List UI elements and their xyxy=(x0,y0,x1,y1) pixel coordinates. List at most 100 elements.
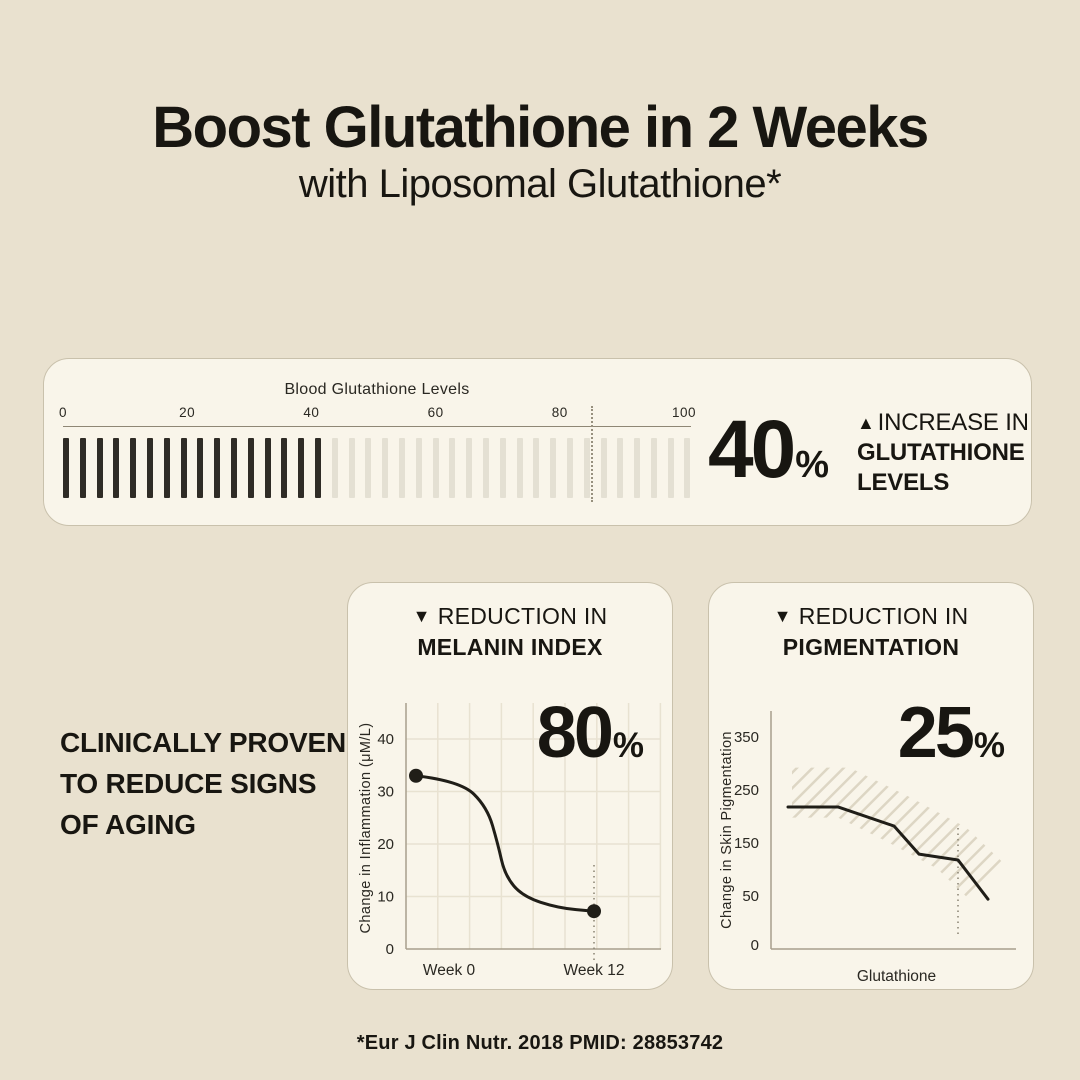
scale-bar xyxy=(314,438,321,498)
increase-stat-label: ▲ INCREASE IN GLUTATHIONE LEVELS xyxy=(857,408,1029,498)
scale-axis-line xyxy=(63,426,691,427)
scale-title: Blood Glutathione Levels xyxy=(284,381,470,398)
melanin-chart: 40 30 20 10 0 Week 0 Week 12 Change in Inflamma… xyxy=(358,703,662,979)
side-note-line2: TO REDUCE SIGNS xyxy=(60,768,317,799)
increase-stat-value: 40 xyxy=(708,404,796,495)
scale-bar xyxy=(667,438,674,498)
scale-bar xyxy=(482,438,489,498)
data-point xyxy=(409,768,423,783)
melanin-card-heading: ▼ REDUCTION IN MELANIN INDEX xyxy=(348,601,672,663)
hatch-band xyxy=(792,767,1006,901)
glutathione-scale-card: Blood Glutathione Levels 0 20 40 60 80 100 40… xyxy=(43,358,1032,526)
scale-tick-label: 20 xyxy=(179,405,196,420)
increase-label-line2: GLUTATHIONE xyxy=(857,439,1025,466)
scale-bar xyxy=(264,438,271,498)
scale-bar xyxy=(566,438,573,498)
pigment-heading-line2: PIGMENTATION xyxy=(782,634,960,660)
increase-stat-percent: % xyxy=(795,444,830,486)
y-tick-label: 30 xyxy=(377,784,394,801)
scale-bar xyxy=(499,438,506,498)
page-title: Boost Glutathione in 2 Weeks xyxy=(152,95,929,160)
scale-bar xyxy=(382,438,389,498)
scale-bar xyxy=(281,438,288,498)
citation-footnote: *Eur J Clin Nutr. 2018 PMID: 28853742 xyxy=(356,1032,724,1054)
pigmentation-chart: 350 250 150 50 0 Glutathione Change in Skin Pi… xyxy=(719,711,1016,985)
scale-bar xyxy=(197,438,204,498)
scale-bar xyxy=(163,438,170,498)
scale-bar xyxy=(684,438,691,498)
increase-stat: 40% xyxy=(708,409,829,491)
scale-bar xyxy=(113,438,120,498)
x-category-label: Week 0 xyxy=(423,962,476,979)
scale-bar xyxy=(449,438,456,498)
melanin-stat: 80% xyxy=(537,697,644,769)
y-tick-label: 250 xyxy=(734,782,759,799)
side-note-line3: OF AGING xyxy=(60,809,196,840)
clinically-proven-note: CLINICALLY PROVEN TO REDUCE SIGNS OF AGI… xyxy=(60,722,346,845)
scale-bar xyxy=(130,438,137,498)
melanin-heading-line2: MELANIN INDEX xyxy=(417,634,603,660)
scale-bar xyxy=(634,438,641,498)
scale-bars xyxy=(63,438,691,498)
scale-bar xyxy=(516,438,523,498)
pigmentation-trend-line xyxy=(786,805,990,901)
scale-bar xyxy=(550,438,557,498)
melanin-stat-value: 80 xyxy=(536,693,614,773)
pigment-stat-percent: % xyxy=(973,726,1005,765)
y-tick-label: 150 xyxy=(734,835,759,852)
scale-tick-label: 0 xyxy=(58,405,68,420)
scale-bar xyxy=(583,438,590,498)
scale-bar xyxy=(466,438,473,498)
scale-tick-label: 80 xyxy=(551,405,568,420)
scale-bar xyxy=(415,438,422,498)
scale-tick-label: 40 xyxy=(303,405,320,420)
scale-bar xyxy=(617,438,624,498)
scale-bar xyxy=(180,438,187,498)
y-tick-label: 50 xyxy=(742,888,759,905)
triangle-down-icon: ▼ xyxy=(773,606,792,626)
scale-bar xyxy=(298,438,305,498)
melanin-index-card: ▼ REDUCTION IN MELANIN INDEX 80% 40 30 20 1… xyxy=(347,582,673,990)
scale-bar xyxy=(63,438,69,498)
scale-bar xyxy=(348,438,355,498)
x-axis-title: Glutathione xyxy=(857,968,936,985)
scale-bar xyxy=(650,438,657,498)
increase-label-line1: INCREASE IN xyxy=(877,409,1029,436)
melanin-stat-percent: % xyxy=(612,726,644,765)
y-tick-label: 10 xyxy=(377,889,394,906)
increase-label-line3: LEVELS xyxy=(857,469,950,496)
pigment-stat-value: 25 xyxy=(897,693,975,773)
scale-bar xyxy=(96,438,103,498)
y-tick-label: 0 xyxy=(751,937,759,954)
melanin-trend-curve xyxy=(414,774,596,913)
y-tick-label: 0 xyxy=(386,941,394,958)
pigment-stat: 25% xyxy=(898,697,1005,769)
scale-bar xyxy=(600,438,607,498)
y-tick-label: 350 xyxy=(734,729,759,746)
scale-bar xyxy=(365,438,372,498)
data-point xyxy=(587,904,601,919)
scale-bar xyxy=(214,438,221,498)
scale-tick-label: 60 xyxy=(427,405,444,420)
side-note-line1: CLINICALLY PROVEN xyxy=(60,727,346,758)
y-tick-label: 20 xyxy=(377,836,394,853)
melanin-heading-line1: REDUCTION IN xyxy=(437,603,608,629)
scale-bar xyxy=(398,438,405,498)
scale-bar xyxy=(247,438,254,498)
triangle-down-icon: ▼ xyxy=(412,606,431,626)
scale-bar xyxy=(432,438,439,498)
scale-bar xyxy=(331,438,338,498)
y-axis-title: Change in Skin Pigmentation xyxy=(719,731,735,929)
page-subtitle: with Liposomal Glutathione* xyxy=(298,162,782,206)
pigment-heading-line1: REDUCTION IN xyxy=(798,603,969,629)
scale-bar xyxy=(533,438,540,498)
scale-tick-label: 100 xyxy=(671,405,697,420)
pigment-card-heading: ▼ REDUCTION IN PIGMENTATION xyxy=(709,601,1033,663)
y-axis-title: Change in Inflammation (μM/L) xyxy=(358,723,374,934)
scale-bar xyxy=(79,438,86,498)
scale-threshold-marker xyxy=(590,406,593,502)
triangle-up-icon: ▲ xyxy=(857,413,875,433)
scale-bar xyxy=(146,438,153,498)
pigmentation-card: ▼ REDUCTION IN PIGMENTATION 25% 350 250 15… xyxy=(708,582,1034,990)
